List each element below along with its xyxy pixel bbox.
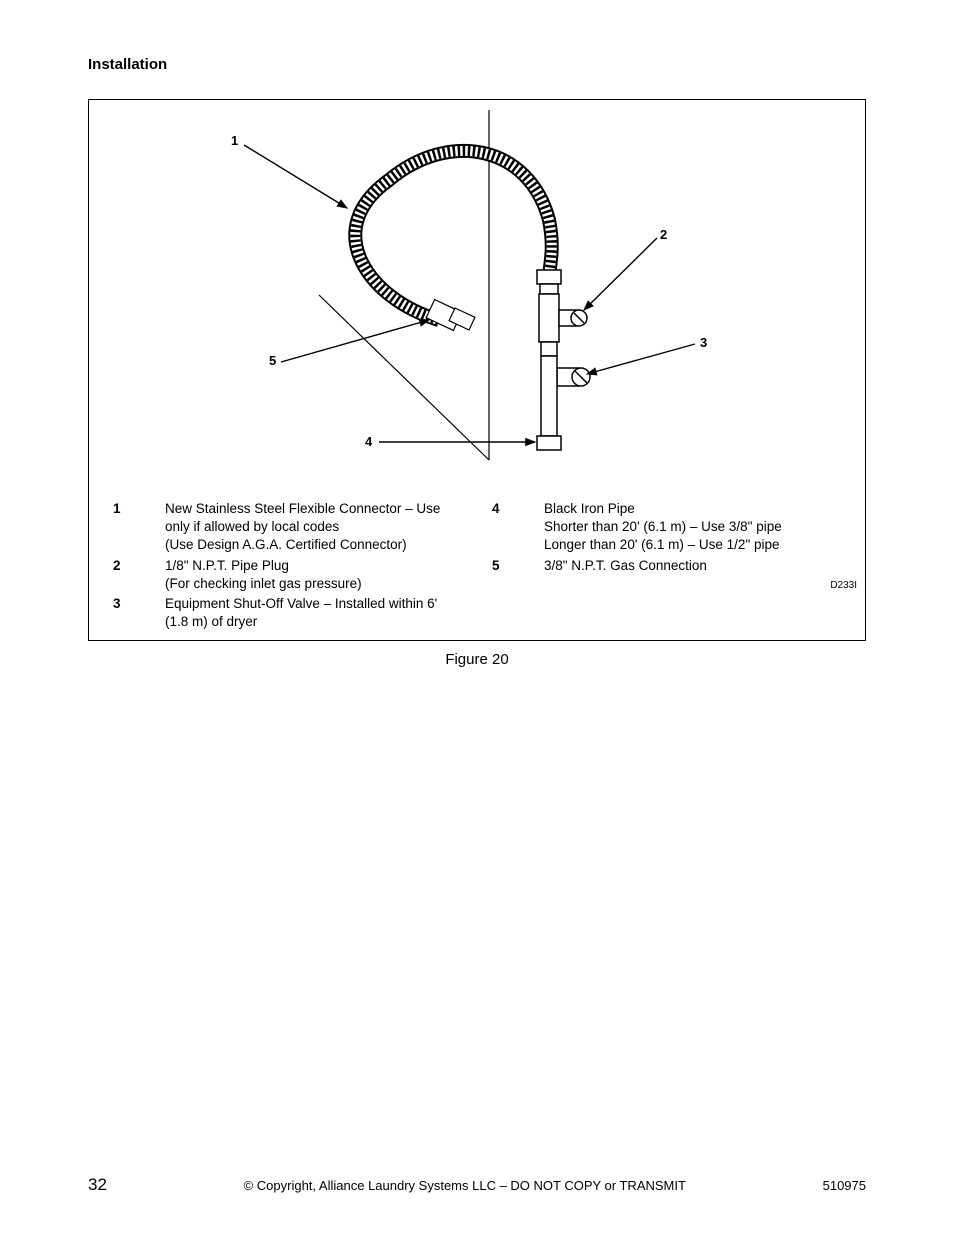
legend-item: 5 3/8" N.P.T. Gas Connection bbox=[492, 557, 841, 575]
legend-text: 1/8" N.P.T. Pipe Plug(For checking inlet… bbox=[165, 557, 462, 593]
legend-num: 5 bbox=[492, 557, 544, 575]
callout-2: 2 bbox=[660, 227, 667, 242]
legend-item: 2 1/8" N.P.T. Pipe Plug(For checking inl… bbox=[113, 557, 462, 593]
legend-text: Equipment Shut-Off Valve – Installed wit… bbox=[165, 595, 462, 631]
diagram-area: 1 2 3 4 5 bbox=[89, 100, 865, 495]
page-number: 32 bbox=[88, 1175, 107, 1195]
section-title: Installation bbox=[88, 56, 866, 73]
legend-num: 1 bbox=[113, 500, 165, 555]
copyright-text: © Copyright, Alliance Laundry Systems LL… bbox=[244, 1178, 686, 1193]
legend-text: New Stainless Steel Flexible Connector –… bbox=[165, 500, 462, 555]
callout-1: 1 bbox=[231, 133, 238, 148]
legend-item: 1 New Stainless Steel Flexible Connector… bbox=[113, 500, 462, 555]
legend-num: 2 bbox=[113, 557, 165, 593]
legend-text: Black Iron PipeShorter than 20' (6.1 m) … bbox=[544, 500, 841, 555]
legend-item: 3 Equipment Shut-Off Valve – Installed w… bbox=[113, 595, 462, 631]
legend-num: 4 bbox=[492, 500, 544, 555]
figure-box: 1 2 3 4 5 D233I 1 New Stainless Steel Fl… bbox=[88, 99, 866, 641]
figure-legend: 1 New Stainless Steel Flexible Connector… bbox=[113, 500, 841, 634]
legend-num: 3 bbox=[113, 595, 165, 631]
doc-number: 510975 bbox=[823, 1178, 866, 1193]
gas-connection-diagram bbox=[89, 100, 867, 495]
legend-item: 4 Black Iron PipeShorter than 20' (6.1 m… bbox=[492, 500, 841, 555]
legend-col-right: 4 Black Iron PipeShorter than 20' (6.1 m… bbox=[492, 500, 841, 634]
callout-5: 5 bbox=[269, 353, 276, 368]
page: Installation bbox=[0, 0, 954, 1235]
figure-caption: Figure 20 bbox=[88, 651, 866, 668]
legend-text: 3/8" N.P.T. Gas Connection bbox=[544, 557, 841, 575]
legend-col-left: 1 New Stainless Steel Flexible Connector… bbox=[113, 500, 462, 634]
page-footer: 32 © Copyright, Alliance Laundry Systems… bbox=[88, 1175, 866, 1195]
callout-4: 4 bbox=[365, 434, 372, 449]
callout-3: 3 bbox=[700, 335, 707, 350]
